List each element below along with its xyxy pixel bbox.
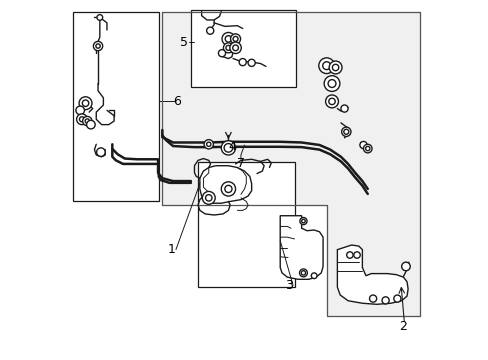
Circle shape [205,195,212,201]
Circle shape [86,120,95,129]
Circle shape [229,42,241,54]
Bar [73,12,159,202]
Polygon shape [280,216,323,279]
Circle shape [225,36,231,42]
Text: 5: 5 [180,36,187,49]
Circle shape [343,129,348,134]
Circle shape [299,269,307,277]
Circle shape [353,252,360,258]
Circle shape [202,192,215,204]
Circle shape [247,59,255,66]
Circle shape [340,105,347,112]
Text: 3: 3 [285,279,292,292]
Circle shape [301,271,305,275]
Circle shape [80,117,84,122]
Circle shape [299,217,306,225]
Bar [198,162,294,287]
Circle shape [301,219,305,223]
Circle shape [365,147,369,151]
Circle shape [322,62,330,69]
Circle shape [93,41,102,51]
Circle shape [341,127,350,136]
Circle shape [401,262,409,271]
Circle shape [381,297,388,304]
Bar [190,10,296,87]
Circle shape [239,59,246,66]
Circle shape [318,58,334,73]
Circle shape [206,142,210,147]
Circle shape [224,144,232,152]
Circle shape [311,273,316,279]
Circle shape [346,252,352,258]
Circle shape [363,144,371,153]
Circle shape [206,27,213,34]
Circle shape [332,64,338,71]
Circle shape [224,185,231,193]
Circle shape [97,15,102,20]
Circle shape [96,44,100,48]
Circle shape [225,45,230,50]
Text: 2: 2 [399,320,407,333]
Circle shape [218,50,225,57]
Circle shape [203,140,213,149]
Circle shape [221,182,235,196]
Circle shape [82,100,88,107]
Circle shape [79,97,92,110]
Circle shape [233,36,238,41]
Circle shape [327,80,335,87]
Circle shape [393,295,400,302]
Circle shape [76,106,84,114]
Circle shape [325,95,338,108]
Text: 4: 4 [227,140,235,153]
Circle shape [230,34,240,44]
Circle shape [328,98,335,105]
Circle shape [328,61,341,74]
Circle shape [223,43,233,53]
Circle shape [221,141,235,155]
Circle shape [97,148,105,157]
Text: 7: 7 [237,157,244,170]
Text: 6: 6 [172,95,180,108]
Polygon shape [162,12,419,316]
Circle shape [359,141,366,149]
Circle shape [85,119,89,123]
Circle shape [369,295,376,302]
Polygon shape [337,245,407,304]
Circle shape [324,76,339,91]
Circle shape [222,32,234,45]
Circle shape [82,116,92,126]
Polygon shape [200,166,251,203]
Circle shape [77,114,87,125]
Circle shape [232,45,238,51]
Text: 1: 1 [167,243,175,256]
